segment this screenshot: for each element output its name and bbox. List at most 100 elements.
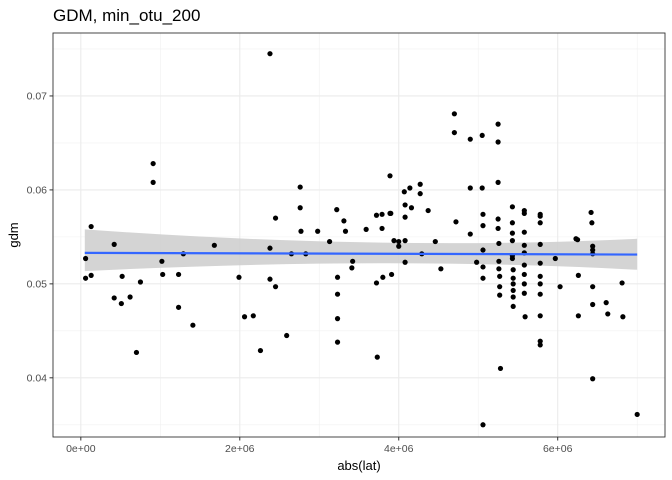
data-point (620, 314, 626, 320)
data-point (272, 215, 279, 221)
major-gridlines (53, 33, 665, 437)
data-point (575, 313, 581, 319)
data-point (557, 284, 563, 290)
data-point (497, 284, 503, 290)
data-point (402, 214, 408, 220)
data-point (133, 349, 140, 356)
data-point (510, 287, 516, 294)
data-point (521, 242, 527, 248)
data-point (510, 303, 516, 310)
data-point (496, 266, 502, 272)
data-point (537, 260, 543, 266)
data-point (521, 281, 527, 287)
data-point (297, 184, 303, 190)
y-axis-title: gdm (6, 222, 21, 247)
data-point (589, 220, 595, 226)
data-point (537, 220, 543, 226)
data-point (521, 229, 527, 235)
data-point (467, 185, 473, 191)
data-point (432, 238, 438, 245)
data-point (118, 300, 124, 307)
data-point (150, 179, 156, 185)
data-point (82, 275, 89, 281)
data-point (509, 204, 515, 210)
data-point (479, 132, 485, 139)
data-point (474, 259, 480, 265)
data-point (267, 276, 273, 282)
data-point (497, 292, 503, 298)
data-point (496, 240, 502, 247)
data-point (387, 173, 393, 179)
data-point (537, 241, 543, 247)
data-point (495, 121, 501, 127)
data-point (521, 271, 527, 278)
data-point (537, 338, 543, 344)
data-point (326, 238, 333, 245)
data-point (175, 271, 182, 278)
data-point (250, 313, 256, 319)
data-point (297, 205, 303, 211)
data-point (341, 218, 347, 224)
minor-gridlines (53, 33, 665, 437)
data-point (537, 281, 543, 287)
data-point (82, 255, 89, 262)
data-point (495, 225, 501, 232)
data-point (537, 342, 543, 348)
data-point (510, 281, 516, 287)
data-point (190, 322, 196, 328)
data-point (267, 245, 273, 251)
data-point (451, 129, 457, 136)
data-point (137, 279, 144, 285)
data-point (350, 258, 356, 264)
data-point (509, 255, 515, 262)
regression-line (84, 251, 638, 256)
data-point (379, 225, 385, 232)
data-point (373, 280, 380, 286)
data-point (119, 273, 125, 279)
data-point (407, 185, 413, 191)
data-point (537, 313, 543, 319)
smooth-line (84, 251, 638, 256)
data-point (603, 300, 609, 306)
data-point (363, 226, 369, 232)
data-point (298, 228, 304, 234)
data-point (379, 211, 385, 217)
panel-border (52, 32, 666, 438)
data-point (211, 242, 217, 248)
data-point (111, 295, 117, 301)
data-point (88, 223, 94, 230)
data-point (88, 272, 94, 278)
data-point (438, 266, 444, 272)
data-point (373, 212, 380, 218)
data-point (315, 228, 321, 234)
data-point (588, 209, 594, 216)
data-point (257, 347, 264, 354)
data-point (537, 213, 543, 219)
data-point (374, 354, 380, 360)
data-point (402, 202, 408, 208)
data-point (388, 210, 394, 216)
data-point (495, 216, 501, 222)
y-axis: 0.04 0.05 0.06 0.07 (27, 91, 53, 384)
data-point (590, 376, 596, 382)
data-point (480, 247, 486, 253)
data-point (425, 207, 431, 214)
data-point (159, 258, 165, 264)
data-point (480, 422, 486, 428)
data-point (380, 274, 386, 280)
data-point (388, 271, 395, 278)
data-point (236, 274, 242, 280)
data-point (495, 139, 501, 145)
data-point (509, 220, 515, 226)
data-point (334, 316, 341, 322)
data-point (521, 210, 527, 216)
data-point (451, 111, 457, 117)
data-point (574, 237, 581, 243)
x-tick-label: 2e+06 (225, 443, 255, 455)
data-point (396, 238, 402, 245)
data-point (272, 284, 279, 290)
data-point (175, 304, 182, 310)
data-point (521, 262, 527, 268)
data-point (150, 160, 156, 167)
